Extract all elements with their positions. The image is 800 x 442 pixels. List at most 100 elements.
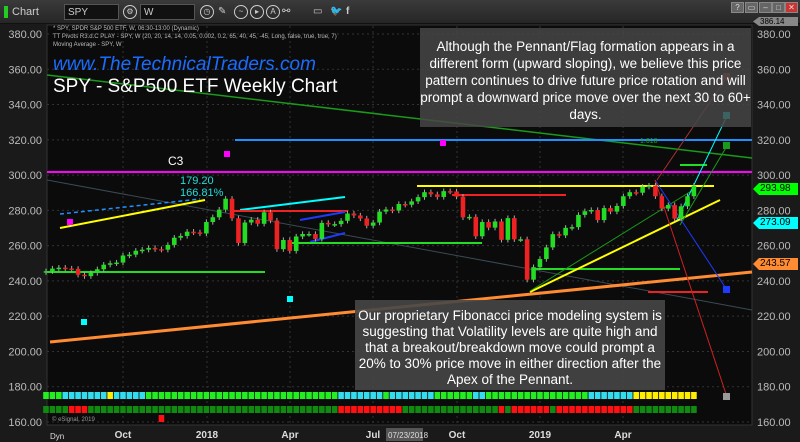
- indicator-cell: [370, 392, 376, 399]
- candle: [146, 247, 151, 250]
- pencil-icon[interactable]: ✎: [218, 6, 227, 17]
- candle: [370, 222, 376, 226]
- magenta-marker: [440, 140, 446, 146]
- minimize-button[interactable]: –: [759, 2, 772, 13]
- indicator-cell: [389, 406, 396, 413]
- annotation-box-top: Although the Pennant/Flag formation appe…: [420, 28, 751, 127]
- link-icon[interactable]: ⚯: [282, 6, 291, 17]
- maximize-button[interactable]: □: [772, 2, 785, 13]
- indicator-cell: [440, 392, 447, 399]
- close-button[interactable]: ✕: [785, 2, 798, 13]
- indicator-cell: [447, 392, 453, 399]
- help-button[interactable]: ?: [731, 2, 744, 13]
- y-tick-label: 360.00: [757, 64, 791, 76]
- indicator-cell: [75, 392, 81, 399]
- clock-icon[interactable]: ◷: [200, 5, 214, 19]
- candle: [274, 220, 280, 250]
- indicator-cell: [691, 406, 697, 413]
- legend-symbol: * SPY, SPDR S&P 500 ETF, W, 06:30-13:00 …: [53, 26, 199, 32]
- restore-button[interactable]: ▭: [745, 2, 758, 13]
- candle: [287, 239, 293, 251]
- indicator-cell: [389, 392, 396, 399]
- dyn-button[interactable]: Dyn: [50, 432, 64, 441]
- indicator-cell: [145, 406, 152, 413]
- indicator-cell: [126, 392, 133, 399]
- comment-icon[interactable]: ▭: [313, 6, 323, 17]
- candle: [281, 239, 286, 250]
- orange-price-tag: 243.57: [753, 258, 798, 270]
- indicator-cell: [261, 392, 267, 399]
- symbol-settings-icon[interactable]: ⚙: [123, 5, 137, 19]
- y-tick-label: 300.00: [757, 170, 791, 182]
- indicator-cell: [306, 406, 312, 413]
- indicator-cell: [158, 392, 165, 399]
- play-icon[interactable]: ▸: [250, 5, 264, 19]
- interval-select[interactable]: W: [140, 4, 195, 20]
- indicator-cell: [440, 406, 447, 413]
- indicator-cell: [62, 392, 69, 399]
- indicator-cell: [158, 406, 165, 413]
- indicator-cell: [614, 406, 620, 413]
- candle: [69, 268, 74, 271]
- indicator-cell: [203, 392, 210, 399]
- indicator-cell: [383, 406, 389, 413]
- blue-dashed-line: [59, 198, 201, 215]
- candle: [653, 185, 658, 197]
- y-tick-label: 240.00: [8, 276, 42, 288]
- indicator-cell: [113, 406, 120, 413]
- symbol-input[interactable]: SPY: [64, 4, 119, 20]
- indicator-cell: [139, 392, 146, 399]
- indicator-cell: [556, 392, 562, 399]
- x-tick-label: Oct: [449, 430, 466, 441]
- candle: [191, 231, 196, 234]
- indicator-cell: [569, 392, 575, 399]
- indicator-cell: [88, 392, 94, 399]
- indicator-cell: [113, 392, 120, 399]
- indicator-cell: [222, 406, 229, 413]
- candle: [133, 250, 139, 255]
- indicator-cell: [646, 392, 652, 399]
- twitter-icon[interactable]: 🐦: [330, 6, 343, 17]
- indicator-cell: [575, 392, 582, 399]
- candle: [614, 205, 620, 212]
- candle: [75, 268, 81, 275]
- candle: [460, 196, 466, 218]
- indicator-cell: [492, 406, 498, 413]
- y-tick-label: 280.00: [8, 205, 42, 217]
- study-icon[interactable]: ~: [234, 5, 248, 19]
- y-tick-label: 200.00: [757, 346, 791, 358]
- cyan-marker: [81, 319, 87, 325]
- indicator-cell: [479, 392, 486, 399]
- indicator-cell: [396, 406, 402, 413]
- y-tick-label: 320.00: [757, 135, 791, 147]
- candle: [229, 198, 235, 219]
- indicator-cell: [177, 406, 184, 413]
- indicator-cell: [549, 406, 556, 413]
- candle: [172, 237, 177, 245]
- indicator-cell: [306, 392, 312, 399]
- indicator-cell: [402, 392, 409, 399]
- link-indicator-icon: [4, 6, 8, 18]
- indicator-cell: [582, 392, 588, 399]
- legend-moving-average: Moving Average - SPY, W: [53, 42, 122, 48]
- facebook-icon[interactable]: f: [346, 6, 350, 17]
- indicator-cell: [145, 392, 152, 399]
- indicator-cell: [537, 392, 543, 399]
- candle: [139, 249, 145, 252]
- candle: [268, 212, 273, 221]
- candle: [95, 269, 100, 273]
- indicator-cell: [363, 392, 370, 399]
- yellow-arrow-line: [59, 199, 206, 229]
- candle: [428, 192, 434, 195]
- indicator-cell: [415, 406, 421, 413]
- green-rise-line: [529, 189, 694, 292]
- candle: [505, 218, 511, 240]
- indicator-cell: [569, 406, 575, 413]
- candle: [325, 222, 331, 225]
- gray-target-marker: [723, 393, 730, 400]
- indicator-cell: [639, 406, 646, 413]
- alert-icon[interactable]: A: [266, 5, 280, 19]
- indicator-cell: [338, 406, 344, 413]
- high-price-tag: 386.14: [753, 17, 798, 26]
- fib-label: 1.618: [640, 138, 658, 145]
